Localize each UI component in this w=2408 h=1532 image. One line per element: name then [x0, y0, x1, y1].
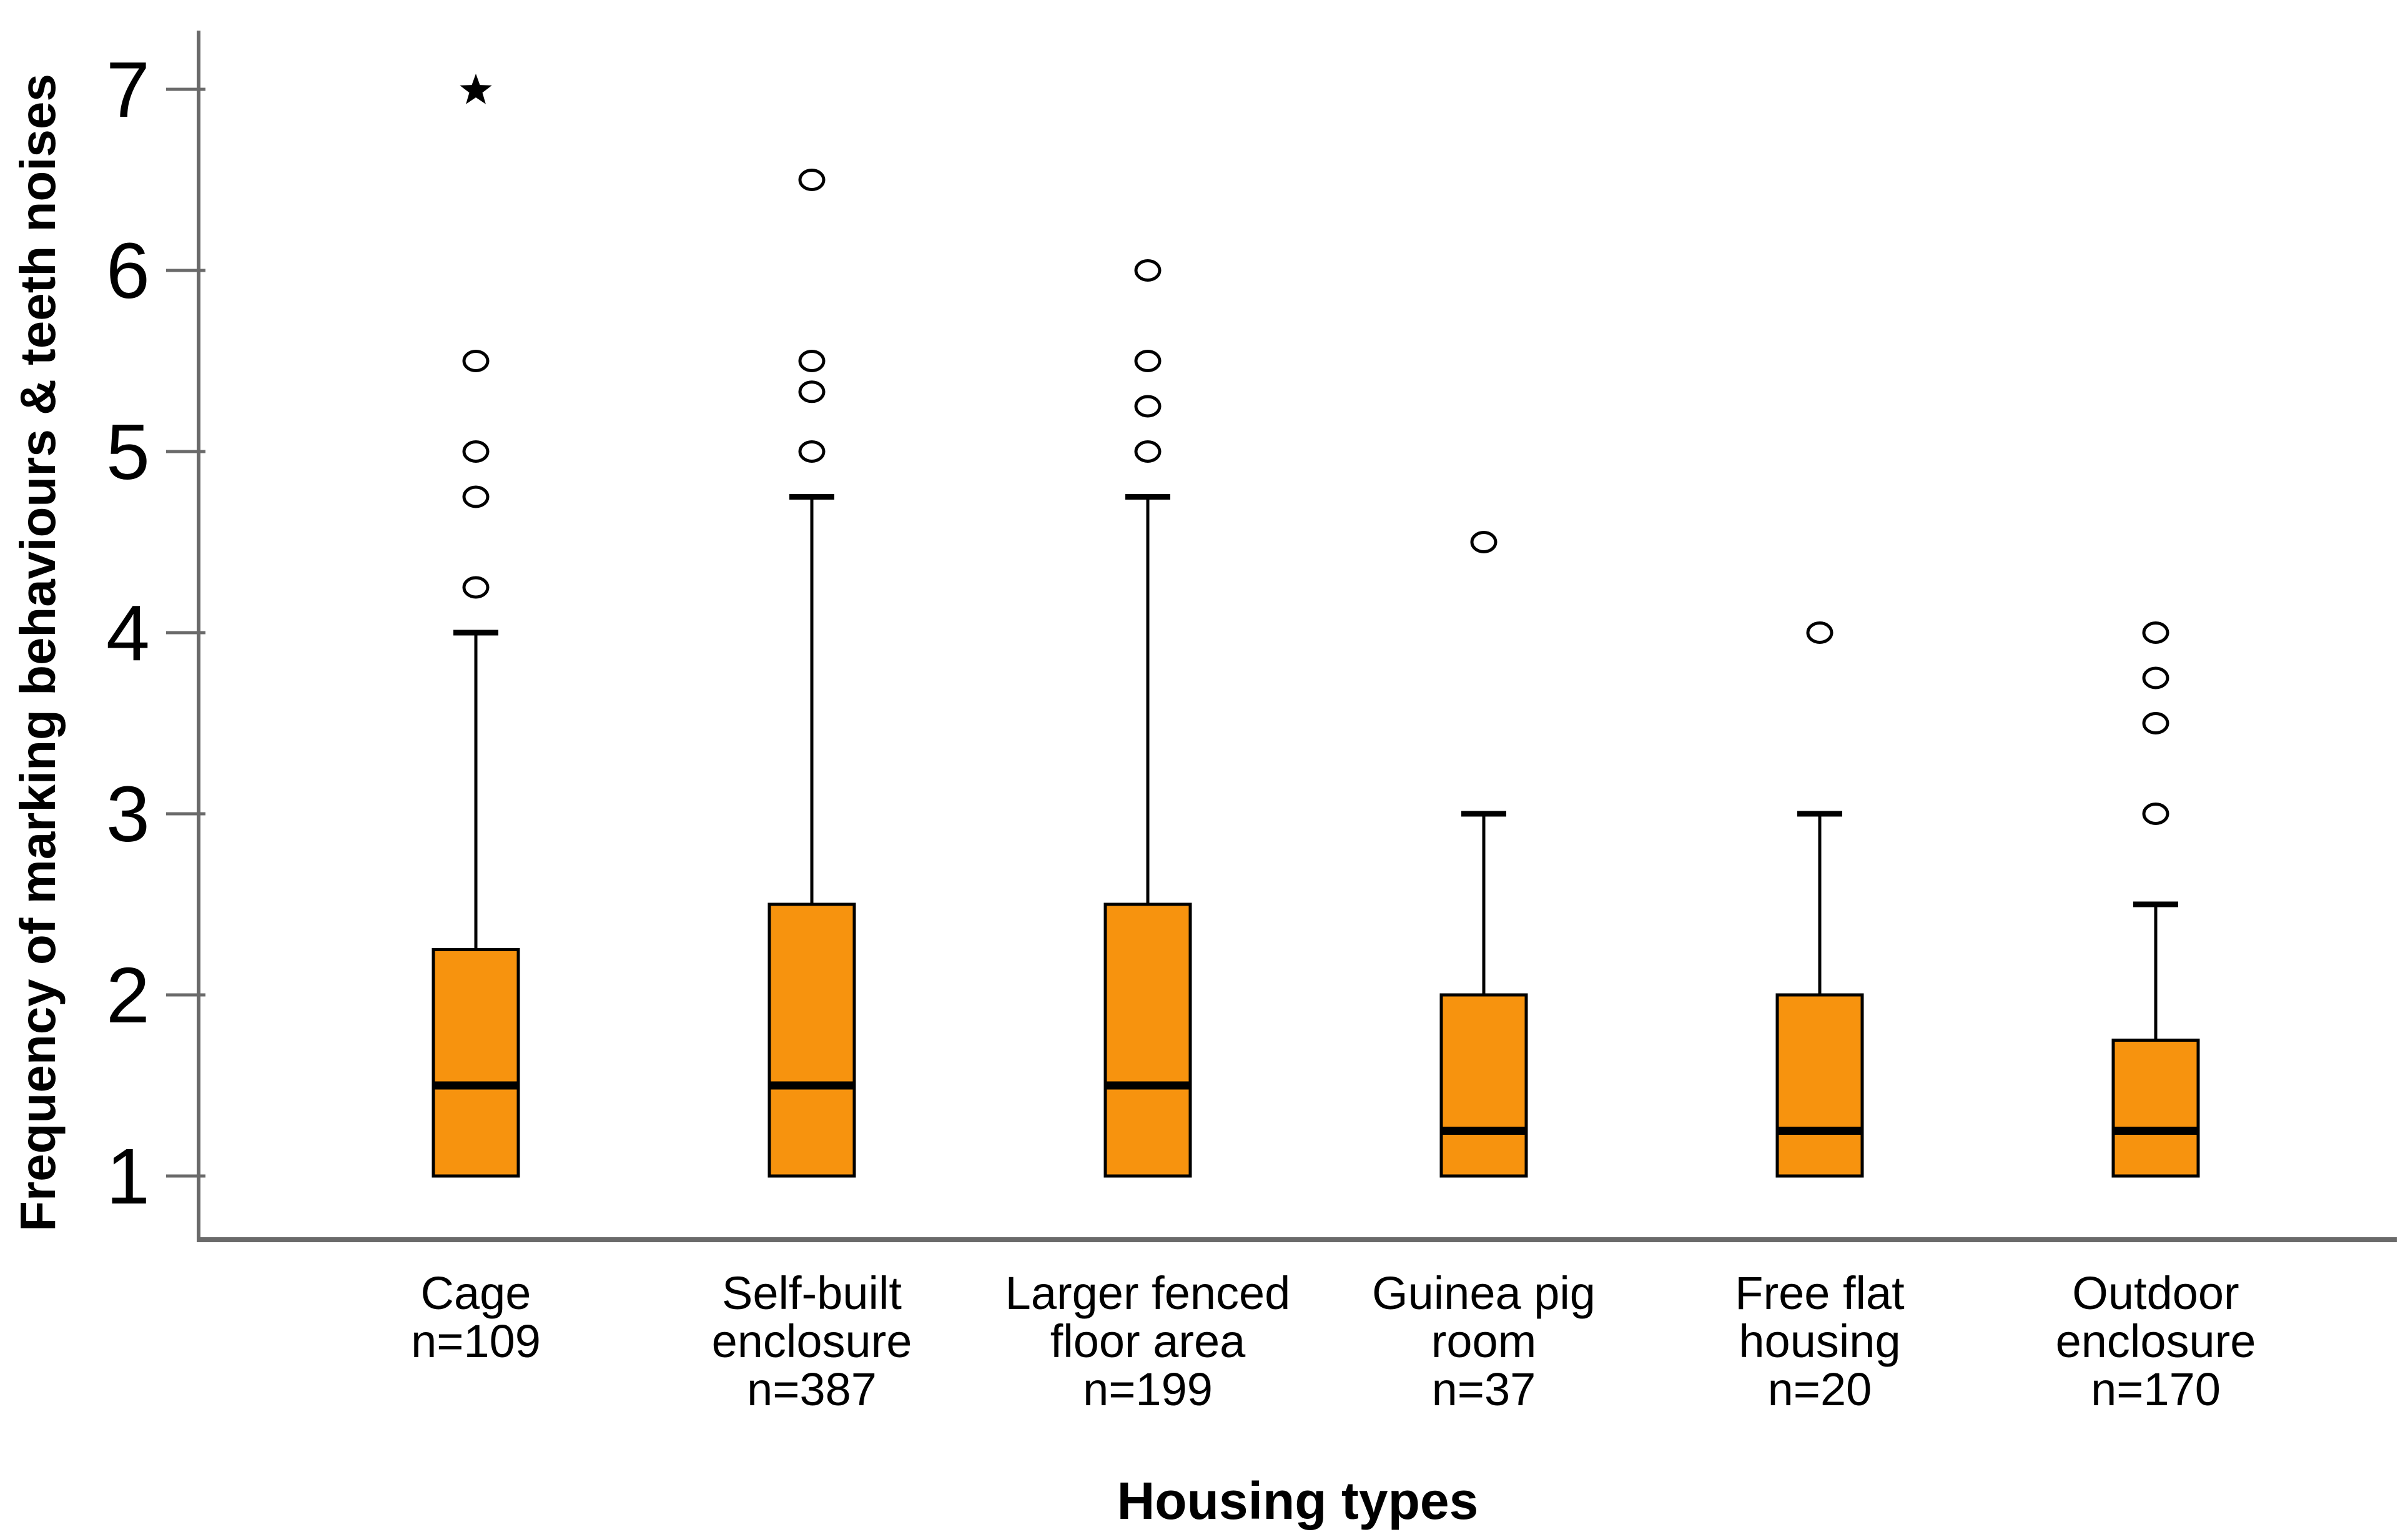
outlier-circle [2142, 621, 2169, 644]
x-category-label: n=387 [747, 1363, 877, 1415]
x-category-label: n=20 [1768, 1363, 1872, 1415]
iqr-box [1775, 993, 1864, 1178]
y-tick-label: 6 [106, 227, 150, 315]
x-category-label: n=109 [411, 1315, 541, 1367]
x-category-label: n=170 [2091, 1363, 2221, 1415]
outlier-circle [798, 169, 826, 191]
x-category-label: Larger fenced [1005, 1267, 1291, 1319]
x-category-label: floor area [1050, 1315, 1246, 1367]
iqr-box [1439, 993, 1528, 1178]
outlier-circle [462, 576, 490, 599]
outlier-circle [798, 350, 826, 372]
y-tick-label: 1 [106, 1132, 150, 1220]
y-tick-label: 7 [106, 46, 150, 134]
iqr-box [432, 948, 520, 1178]
outlier-circle [2142, 666, 2169, 689]
y-axis-title: Frequency of marking behaviours & teeth … [10, 74, 66, 1232]
iqr-box [2111, 1039, 2200, 1178]
outlier-circle [1806, 621, 1833, 644]
outlier-circle [2142, 803, 2169, 825]
x-category-label: room [1431, 1315, 1537, 1367]
outlier-circle [1470, 531, 1498, 553]
x-category-label: Guinea pig [1372, 1267, 1596, 1319]
y-tick-label: 5 [106, 408, 150, 496]
y-tick-label: 4 [106, 589, 150, 677]
x-category-label: housing [1739, 1315, 1900, 1367]
x-category-label: Outdoor [2072, 1267, 2239, 1319]
outlier-circle [2142, 712, 2169, 734]
x-category-label: Self-built [722, 1267, 902, 1319]
outlier-circle [1134, 395, 1162, 418]
x-category-label: Free flat [1735, 1267, 1905, 1319]
x-category-label: Cage [421, 1267, 531, 1319]
x-category-label: n=37 [1432, 1363, 1536, 1415]
extreme-outlier-star [460, 74, 492, 104]
outlier-circle [798, 380, 826, 403]
outlier-circle [462, 440, 490, 463]
outlier-circle [798, 440, 826, 463]
x-category-label: n=199 [1083, 1363, 1213, 1415]
y-tick-label: 2 [106, 951, 150, 1039]
outlier-circle [462, 485, 490, 508]
x-category-label: enclosure [2056, 1315, 2256, 1367]
outlier-circle [1134, 350, 1162, 372]
y-tick-label: 3 [106, 770, 150, 858]
x-axis-title: Housing types [1117, 1471, 1479, 1530]
plot-area: 1234567Cagen=109Self-builtenclosuren=387… [106, 31, 2397, 1415]
iqr-box [767, 902, 856, 1178]
outlier-circle [462, 350, 490, 372]
outlier-circle [1134, 259, 1162, 282]
iqr-box [1103, 902, 1192, 1178]
outlier-circle [1134, 440, 1162, 463]
x-category-label: enclosure [712, 1315, 912, 1367]
